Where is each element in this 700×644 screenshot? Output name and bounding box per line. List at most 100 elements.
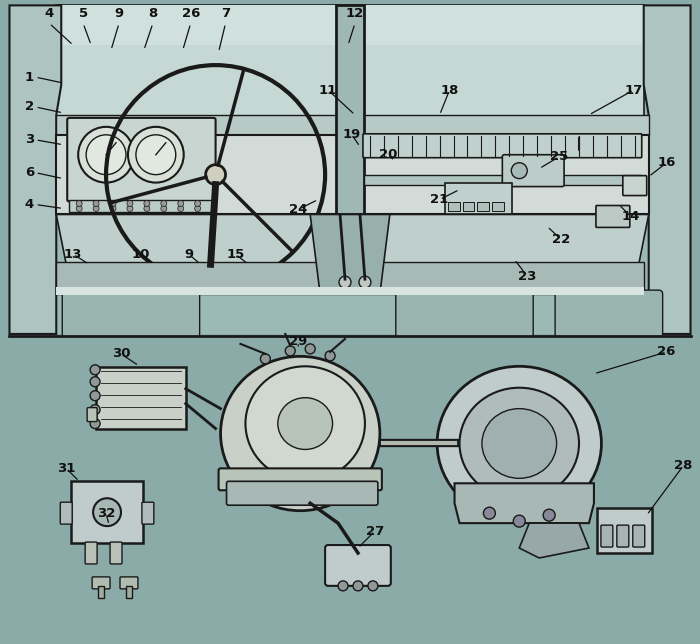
FancyBboxPatch shape [56,5,644,45]
Text: 4: 4 [25,198,34,211]
FancyBboxPatch shape [555,290,663,338]
Circle shape [90,377,100,386]
Ellipse shape [482,409,556,478]
FancyBboxPatch shape [10,10,690,334]
FancyBboxPatch shape [325,545,391,586]
FancyBboxPatch shape [67,118,216,202]
Circle shape [90,419,100,428]
Text: 1: 1 [25,71,34,84]
Circle shape [161,205,167,211]
FancyBboxPatch shape [601,525,613,547]
FancyBboxPatch shape [227,481,378,505]
FancyBboxPatch shape [596,205,630,227]
Circle shape [93,200,99,207]
Text: 31: 31 [57,462,76,475]
FancyBboxPatch shape [336,5,364,214]
Circle shape [178,200,183,207]
Circle shape [93,205,99,211]
Ellipse shape [278,398,332,450]
FancyBboxPatch shape [120,577,138,589]
Polygon shape [644,5,690,334]
Text: 10: 10 [132,248,150,261]
FancyBboxPatch shape [364,175,640,185]
FancyBboxPatch shape [10,336,690,641]
Polygon shape [454,483,594,523]
Text: 28: 28 [674,459,693,472]
FancyBboxPatch shape [623,176,647,196]
FancyBboxPatch shape [444,183,512,214]
Text: 26: 26 [181,7,200,21]
Text: 8: 8 [148,7,158,21]
Text: 20: 20 [379,148,397,161]
Circle shape [484,507,496,519]
Circle shape [195,200,201,207]
Circle shape [136,135,176,175]
Text: 19: 19 [343,128,361,141]
Text: 4: 4 [45,7,54,21]
Ellipse shape [246,366,365,481]
FancyBboxPatch shape [69,200,214,213]
Text: 12: 12 [346,7,364,21]
Text: 27: 27 [366,525,384,538]
Polygon shape [519,523,589,558]
Circle shape [206,165,225,185]
Circle shape [513,515,525,527]
Text: 18: 18 [440,84,458,97]
FancyBboxPatch shape [60,502,72,524]
FancyBboxPatch shape [218,468,382,490]
Circle shape [260,354,270,364]
FancyBboxPatch shape [56,262,644,294]
FancyBboxPatch shape [363,134,642,158]
Text: 6: 6 [25,166,34,179]
Circle shape [161,200,167,207]
Text: 3: 3 [25,133,34,146]
Text: 17: 17 [624,84,643,97]
FancyBboxPatch shape [492,202,504,211]
Text: 30: 30 [112,347,130,361]
FancyBboxPatch shape [126,586,132,598]
Ellipse shape [459,388,579,499]
Circle shape [90,365,100,375]
FancyBboxPatch shape [633,525,645,547]
Polygon shape [310,214,390,294]
Text: 9: 9 [114,7,124,21]
Circle shape [127,200,133,207]
FancyBboxPatch shape [71,481,143,543]
Polygon shape [56,135,649,214]
FancyBboxPatch shape [477,202,489,211]
Circle shape [195,205,201,211]
Circle shape [76,200,82,207]
FancyBboxPatch shape [617,525,629,547]
Circle shape [368,581,378,591]
FancyBboxPatch shape [395,290,533,338]
FancyBboxPatch shape [56,287,644,295]
Circle shape [144,200,150,207]
Text: 16: 16 [657,156,676,169]
FancyBboxPatch shape [98,586,104,598]
Circle shape [128,127,183,183]
Polygon shape [10,5,62,334]
FancyBboxPatch shape [597,508,652,553]
FancyBboxPatch shape [447,202,459,211]
Circle shape [178,205,183,211]
Text: 21: 21 [430,193,449,206]
FancyBboxPatch shape [56,5,644,155]
Circle shape [511,163,527,178]
Text: 23: 23 [518,270,536,283]
FancyBboxPatch shape [142,502,154,524]
Text: 25: 25 [550,150,568,163]
Ellipse shape [220,356,380,511]
Text: 32: 32 [97,507,116,520]
FancyBboxPatch shape [463,202,475,211]
Circle shape [90,391,100,401]
FancyBboxPatch shape [62,290,200,338]
Text: 22: 22 [552,233,570,246]
Text: 26: 26 [657,345,676,358]
Polygon shape [56,214,649,264]
Text: 14: 14 [622,210,640,223]
Circle shape [93,498,121,526]
Circle shape [338,581,348,591]
FancyBboxPatch shape [110,542,122,564]
Circle shape [78,127,134,183]
Circle shape [286,346,295,356]
